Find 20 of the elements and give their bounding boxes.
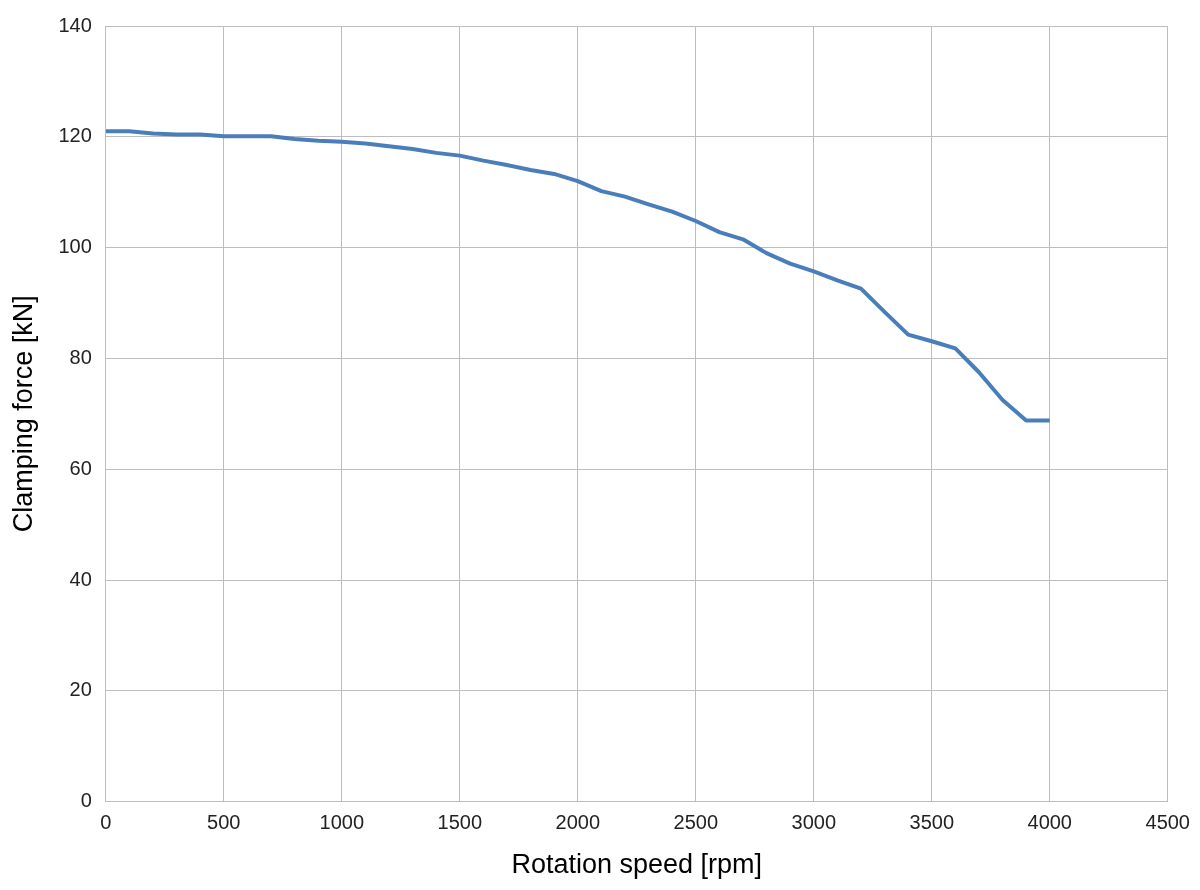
x-tick-label: 1000: [319, 811, 365, 834]
y-tick-label: 40: [69, 567, 92, 590]
y-tick-label: 20: [69, 678, 92, 701]
x-tick-label: 1500: [437, 811, 483, 834]
x-tick-label: 2500: [673, 811, 719, 834]
x-tick-label: 4000: [1027, 811, 1073, 834]
y-tick-label: 60: [69, 456, 92, 479]
y-tick-label: 140: [58, 13, 92, 36]
x-tick-label: 3500: [909, 811, 955, 834]
y-tick-label: 100: [58, 235, 92, 258]
x-axis-title: Rotation speed [rpm]: [511, 849, 763, 880]
y-tick-label: 0: [80, 789, 92, 812]
y-tick-label: 120: [58, 124, 92, 147]
y-axis-title: Clamping force [kN]: [7, 295, 38, 533]
x-tick-label: 4500: [1145, 811, 1190, 834]
x-tick-label: 500: [207, 811, 241, 834]
x-tick-label: 0: [100, 811, 112, 834]
x-tick-label: 2000: [555, 811, 601, 834]
x-tick-label: 3000: [791, 811, 837, 834]
y-tick-label: 80: [69, 345, 92, 368]
